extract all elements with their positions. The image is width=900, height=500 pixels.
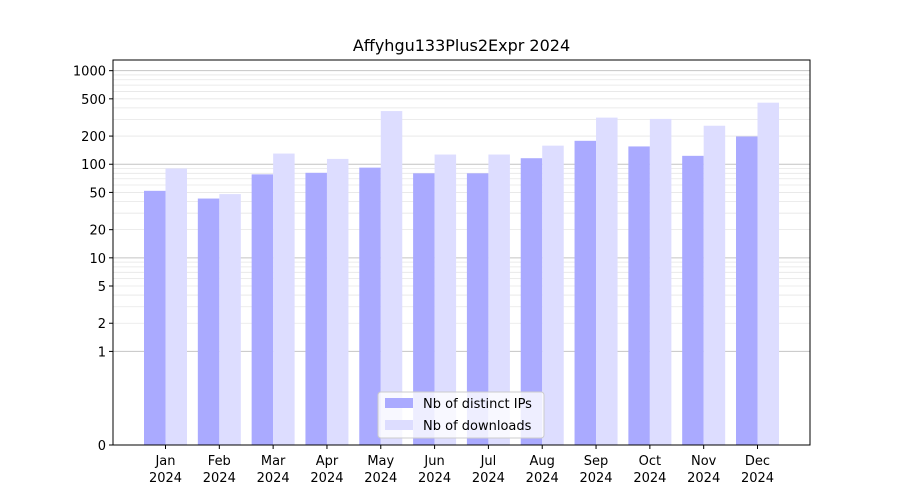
chart-title: Affyhgu133Plus2Expr 2024 <box>353 36 570 55</box>
y-tick-label: 50 <box>89 186 106 201</box>
bar-distinct-ips <box>574 140 597 445</box>
bar-downloads <box>273 153 295 446</box>
x-tick-label-year: 2024 <box>526 471 559 486</box>
y-tick-label: 500 <box>81 93 106 108</box>
bar-downloads <box>703 125 726 445</box>
legend-swatch-ips <box>385 398 413 408</box>
x-tick-label-year: 2024 <box>687 471 720 486</box>
x-tick-label-year: 2024 <box>364 471 397 486</box>
bar-downloads <box>757 102 779 445</box>
bar-downloads <box>326 158 349 446</box>
x-tick-label-month: Feb <box>208 454 231 469</box>
bar-downloads <box>165 168 187 445</box>
bar-distinct-ips <box>520 158 543 446</box>
x-tick-label-year: 2024 <box>741 471 774 486</box>
bar-distinct-ips <box>466 173 489 445</box>
bars <box>144 102 779 446</box>
y-tick-label: 100 <box>81 158 106 173</box>
x-tick-label-year: 2024 <box>418 471 451 486</box>
x-tick-label-month: Sep <box>584 454 609 469</box>
y-tick-label: 2 <box>98 317 106 332</box>
y-tick-label: 1000 <box>73 65 106 80</box>
y-tick-label: 0 <box>98 439 106 454</box>
bar-distinct-ips <box>197 198 220 445</box>
x-tick-label-year: 2024 <box>472 471 505 486</box>
plot-frame <box>112 59 811 446</box>
legend-swatch-downloads <box>385 420 413 430</box>
x-tick-label-month: May <box>367 454 394 469</box>
bar-distinct-ips <box>413 173 435 445</box>
bar-downloads <box>434 154 457 445</box>
x-tick-label-month: Nov <box>691 454 717 469</box>
x-axis: Jan 2024 Feb 2024 Mar 2024 Apr 2024 May 2024 Jun 20… <box>149 445 774 486</box>
x-tick-label-year: 2024 <box>203 471 236 486</box>
legend: Nb of distinct IPs Nb of downloads <box>377 391 545 439</box>
x-tick-label-month: Aug <box>530 454 555 469</box>
x-tick-label-month: Jun <box>423 454 444 469</box>
bar-distinct-ips <box>682 155 704 445</box>
x-tick-label-year: 2024 <box>310 471 343 486</box>
x-tick-label-year: 2024 <box>633 471 666 486</box>
bar-distinct-ips <box>305 172 327 445</box>
bar-downloads <box>649 118 672 445</box>
x-tick-label-month: Oct <box>639 454 661 469</box>
legend-box <box>377 391 545 439</box>
bar-downloads <box>488 154 510 445</box>
y-tick-label: 10 <box>89 252 106 267</box>
x-tick-label-month: Jan <box>154 454 175 469</box>
y-axis: 0 1 2 5 10 20 50 100 200 500 1000 <box>73 65 113 454</box>
bar-downloads <box>219 194 241 445</box>
x-tick-label-month: Apr <box>316 454 339 469</box>
x-tick-label-year: 2024 <box>149 471 182 486</box>
x-tick-label-month: Jul <box>480 454 497 469</box>
y-tick-label: 20 <box>89 224 106 239</box>
bar-distinct-ips <box>251 174 274 445</box>
y-tick-label: 200 <box>81 130 106 145</box>
bar-downloads <box>596 117 618 445</box>
bar-distinct-ips <box>628 146 650 446</box>
bar-downloads <box>380 111 403 445</box>
x-tick-label-month: Mar <box>261 454 286 469</box>
bar-distinct-ips <box>144 190 166 445</box>
legend-label-downloads: Nb of downloads <box>423 419 532 434</box>
bar-distinct-ips <box>359 167 381 445</box>
x-tick-label-year: 2024 <box>257 471 290 486</box>
x-tick-label-month: Dec <box>745 454 770 469</box>
y-tick-label: 1 <box>98 345 106 360</box>
y-tick-label: 5 <box>98 280 106 295</box>
legend-label-ips: Nb of distinct IPs <box>423 397 532 412</box>
bar-downloads <box>542 145 564 445</box>
x-tick-label-year: 2024 <box>579 471 612 486</box>
bar-distinct-ips <box>736 136 758 445</box>
